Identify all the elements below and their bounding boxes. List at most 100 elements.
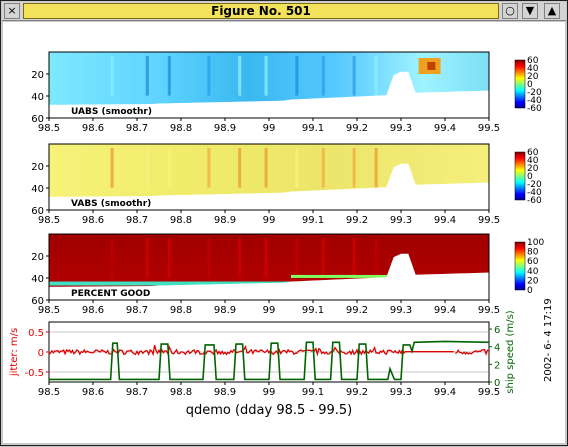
colorbar-tick-label: 0: [527, 172, 533, 182]
x-axis-label: qdemo (dday 98.5 - 99.5): [186, 403, 353, 418]
heatmap-streak: [264, 56, 268, 96]
colorbar-tick-label: -40: [527, 188, 542, 198]
heatmap-streak: [167, 148, 171, 188]
heatmap-streak: [374, 238, 378, 278]
x-tick-label: 98.5: [38, 305, 60, 316]
maximize-icon[interactable]: ▲: [544, 3, 560, 19]
heatmap-streak: [207, 148, 211, 188]
x-tick-label: 98.8: [170, 387, 192, 398]
colorbar-tick-label: 20: [527, 72, 539, 82]
colorbar-tick-label: -20: [527, 180, 542, 190]
y-tick-label: 40: [31, 92, 44, 103]
minimize-icon[interactable]: ▼: [522, 3, 538, 19]
heatmap-no-data: [49, 71, 489, 118]
x-tick-label: 99.5: [478, 305, 500, 316]
x-tick-label: 99.3: [390, 305, 412, 316]
x-tick-label: 98.8: [170, 123, 192, 134]
heatmap-streak: [145, 238, 149, 278]
x-tick-label: 99.4: [434, 123, 456, 134]
x-tick-label: 98.9: [214, 215, 236, 226]
colorbar-tick-label: 60: [527, 56, 539, 66]
heatmap-no-data: [49, 163, 489, 210]
y-tick-label: 60: [31, 206, 44, 217]
x-tick-label: 98.8: [170, 215, 192, 226]
heatmap-streak: [295, 238, 299, 278]
timestamp: 2002- 6- 4 17:19: [543, 298, 554, 382]
x-tick-label: 99.3: [390, 215, 412, 226]
y-tick-label: 40: [31, 184, 44, 195]
heatmap-streak: [238, 238, 242, 278]
heatmap-streak: [352, 238, 356, 278]
x-tick-label: 99.1: [302, 387, 324, 398]
y-tick-label: 20: [31, 70, 44, 81]
heatmap-streak: [295, 56, 299, 96]
title-bar: × Figure No. 501 ○ ▼ ▲: [2, 2, 566, 21]
figure-canvas: 20 40 60 98.5 98.6 98.7 98.8 98.9 99 99.1 99.2 99.3…: [3, 22, 565, 443]
colorbar-tick-label: 60: [527, 148, 539, 158]
window-title: Figure No. 501: [23, 3, 499, 19]
heatmap-streak: [264, 148, 268, 188]
ship-speed-line: [49, 340, 490, 381]
heatmap-no-data: [49, 253, 489, 300]
x-tick-label: 98.5: [38, 123, 60, 134]
colorbar: [514, 151, 526, 201]
x-tick-label: 99.1: [302, 123, 324, 134]
right-tick-label: 6: [494, 325, 500, 336]
panel-label: UABS (smoothr): [71, 107, 152, 117]
colorbar-tick-label: 40: [527, 64, 539, 74]
x-tick-label: 99.2: [346, 215, 368, 226]
heatmap-streak: [238, 56, 242, 96]
x-tick-label: 98.7: [126, 215, 148, 226]
right-tick-label: 4: [494, 343, 500, 354]
x-tick-label: 99.2: [346, 387, 368, 398]
colorbar-tick-label: -20: [527, 88, 542, 98]
x-tick-label: 99.4: [434, 305, 456, 316]
x-tick-label: 99: [263, 387, 276, 398]
right-axis-label: ship speed (m/s): [505, 310, 516, 393]
heatmap-patch: [427, 62, 436, 70]
x-tick-label: 99.1: [302, 215, 324, 226]
left-axis-label: jitter: m/s: [9, 328, 20, 377]
colorbar-tick-label: 0: [527, 286, 533, 296]
colorbar-tick-label: 0: [527, 80, 533, 90]
y-tick-label: 20: [31, 252, 44, 263]
heatmap-streak: [207, 56, 211, 96]
left-tick-label: -0.5: [24, 368, 44, 379]
y-tick-label: 60: [31, 296, 44, 307]
heatmap-streak: [352, 56, 356, 96]
heatmap-streak: [145, 148, 149, 188]
y-tick-label: 40: [31, 274, 44, 285]
x-tick-label: 98.7: [126, 387, 148, 398]
colorbar-tick-label: 20: [527, 164, 539, 174]
close-icon[interactable]: ×: [4, 3, 20, 19]
heatmap-streak: [321, 56, 325, 96]
x-tick-label: 98.5: [38, 387, 60, 398]
x-tick-label: 99.4: [434, 215, 456, 226]
y-tick-label: 20: [31, 162, 44, 173]
x-tick-label: 98.6: [82, 215, 104, 226]
heatmap-streak: [167, 56, 171, 96]
colorbar-tick-label: -60: [527, 104, 542, 114]
heatmap-band: [291, 274, 423, 278]
x-tick-label: 98.5: [38, 215, 60, 226]
circle-icon[interactable]: ○: [502, 3, 518, 19]
heatmap-streak: [321, 148, 325, 188]
colorbar: [514, 241, 526, 291]
heatmap-streak: [110, 238, 114, 278]
heatmap-streak: [110, 56, 114, 96]
colorbar-tick-label: 100: [527, 238, 544, 248]
x-tick-label: 98.9: [214, 387, 236, 398]
x-tick-label: 99.4: [434, 387, 456, 398]
panel-label: VABS (smoothr): [71, 199, 151, 209]
left-tick-label: 0: [38, 348, 44, 359]
heatmap-streak: [352, 148, 356, 188]
right-tick-label: 0: [494, 378, 500, 389]
x-tick-label: 99.5: [478, 215, 500, 226]
x-tick-label: 99.2: [346, 305, 368, 316]
x-tick-label: 98.6: [82, 387, 104, 398]
y-tick-label: 60: [31, 114, 44, 125]
x-tick-label: 99.2: [346, 123, 368, 134]
colorbar-tick-label: 80: [527, 248, 539, 258]
heatmap-streak: [374, 148, 378, 188]
